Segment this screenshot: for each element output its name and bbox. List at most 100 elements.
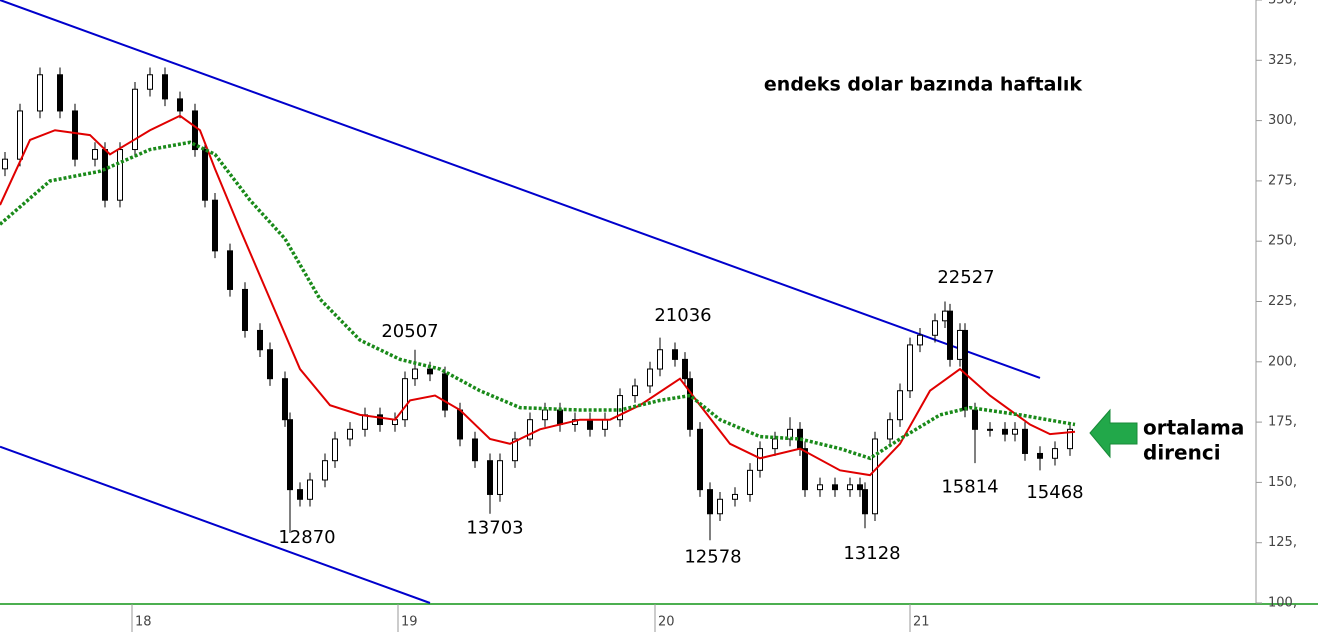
x-tick-label: 20	[658, 615, 675, 630]
annotation: 13128	[843, 543, 900, 564]
annotation: 20507	[381, 321, 438, 342]
annotation: 22527	[937, 267, 994, 288]
y-tick-label: 325,	[1268, 53, 1297, 68]
candle-body	[972, 409, 978, 430]
trend-line	[0, 445, 431, 604]
candle-body	[907, 344, 913, 392]
candle-body	[497, 460, 503, 495]
candle-body	[862, 489, 868, 515]
candle-body	[802, 448, 808, 491]
candle-body	[657, 349, 663, 370]
candle-body	[227, 250, 233, 290]
candle-body	[917, 334, 923, 346]
annotation: 21036	[654, 305, 711, 326]
candle-body	[177, 98, 183, 112]
candle-body	[872, 438, 878, 515]
x-tick-label: 19	[401, 615, 418, 630]
y-tick-label: 250,	[1268, 234, 1297, 249]
candle-body	[787, 428, 793, 440]
candle-body	[347, 428, 353, 440]
candle-body	[57, 74, 63, 112]
candle-body	[647, 368, 653, 387]
candle-body	[587, 419, 593, 430]
y-tick-label: 200,	[1268, 354, 1297, 369]
candle-body	[282, 378, 288, 421]
candle-body	[987, 428, 993, 431]
candle-body	[557, 409, 563, 426]
candle-body	[732, 493, 738, 500]
candle-body	[542, 409, 548, 421]
y-tick-label: 175,	[1268, 415, 1297, 430]
candle-body	[297, 489, 303, 500]
annotation: 12870	[278, 527, 335, 548]
candle-body	[132, 88, 138, 151]
candle-body	[442, 373, 448, 411]
candle-body	[932, 320, 938, 336]
candle-body	[947, 310, 953, 360]
candle-body	[102, 149, 108, 201]
candle-body	[512, 438, 518, 462]
candle-body	[267, 349, 273, 380]
candle-body	[457, 409, 463, 440]
candle-body	[242, 288, 248, 331]
candle-body	[402, 378, 408, 421]
arrow	[1089, 408, 1138, 459]
annotation: 12578	[684, 547, 741, 568]
x-tick-label: 21	[913, 615, 930, 630]
y-tick-label: 275,	[1268, 173, 1297, 188]
candle-body	[72, 110, 78, 160]
candle-body	[957, 329, 963, 360]
x-tick-label: 18	[135, 615, 152, 630]
y-tick-label: 125,	[1268, 535, 1297, 550]
annotation: 13703	[466, 518, 523, 539]
candle-body	[897, 390, 903, 421]
candle-body	[307, 479, 313, 500]
candle-body	[857, 484, 863, 491]
candle-body	[202, 149, 208, 201]
candle-body	[832, 484, 838, 491]
candle-body	[37, 74, 43, 112]
candle-body	[2, 158, 8, 170]
chart-title: endeks dolar bazında haftalık	[764, 74, 1083, 96]
candle-body	[747, 469, 753, 495]
candle-body	[942, 310, 948, 322]
candle-body	[847, 484, 853, 491]
candle-body	[617, 395, 623, 421]
candle-body	[1067, 428, 1073, 450]
candle-body	[672, 349, 678, 360]
candle-body	[427, 368, 433, 375]
y-tick-label: 300,	[1268, 113, 1297, 128]
candle-body	[287, 419, 293, 491]
candle-body	[602, 419, 608, 430]
candle-body	[147, 74, 153, 90]
candle-body	[162, 74, 168, 100]
candle-body	[687, 378, 693, 430]
candle-body	[632, 385, 638, 397]
note-line: direnci	[1143, 441, 1221, 465]
candle-body	[322, 460, 328, 481]
candle-body	[1022, 428, 1028, 454]
candle-body	[1037, 452, 1043, 459]
candle-body	[887, 419, 893, 440]
candle-body	[757, 448, 763, 471]
y-tick-label: 150,	[1268, 475, 1297, 490]
candle-body	[1052, 448, 1058, 459]
candle-body	[487, 460, 493, 495]
y-tick-label: 225,	[1268, 294, 1297, 309]
candle-body	[332, 438, 338, 462]
candle-body	[257, 329, 263, 351]
candle-body	[1002, 428, 1008, 435]
candle-body	[772, 438, 778, 450]
moving-average	[0, 140, 1076, 461]
y-tick-label: 100,	[1268, 596, 1297, 611]
annotation: 15468	[1026, 482, 1083, 503]
candle-body	[17, 110, 23, 160]
candle-body	[717, 498, 723, 515]
candle-body	[92, 149, 98, 160]
candle-body	[962, 329, 968, 411]
note-line: ortalama	[1143, 416, 1244, 440]
candle-body	[697, 428, 703, 491]
candle-body	[362, 414, 368, 430]
candle-body	[1012, 428, 1018, 435]
